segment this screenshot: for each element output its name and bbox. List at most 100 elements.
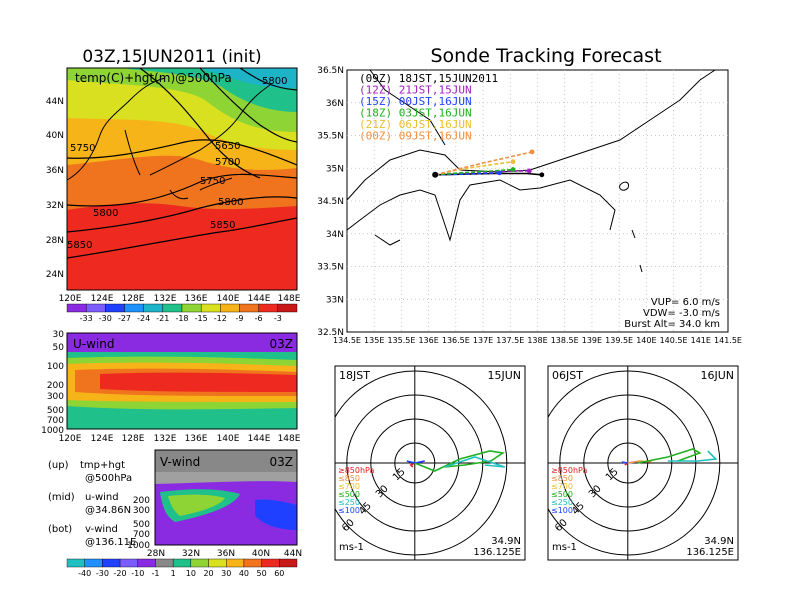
ascent-speed: VUP= 6.0 m/s — [651, 297, 720, 308]
note-text: tmp+hgt — [80, 460, 125, 471]
pressure-tick: 1000 — [41, 426, 64, 436]
lon-tick: 138.5E — [551, 336, 579, 345]
lat-tick: 34N — [326, 230, 344, 240]
colorbar-label: 10 — [186, 569, 196, 578]
colorbar-swatch — [220, 303, 240, 313]
lon-tick: 137E — [473, 336, 493, 345]
hodograph-lon: 136.125E — [473, 547, 521, 558]
pressure-tick: 700 — [47, 416, 64, 426]
note-tag: (up) — [48, 460, 69, 471]
pressure-tick: 300 — [47, 392, 64, 402]
u-wind-panel: U-wind 03Z 30 50 100 200 300 500 700 100… — [41, 330, 301, 444]
colorbar-swatch — [258, 303, 279, 313]
hodograph-time: 18JST — [339, 369, 370, 382]
hodograph-legend-entry: ≥850hPa — [551, 466, 588, 475]
lon-tick: 132E — [154, 294, 177, 304]
lat-tick: 32N — [182, 549, 200, 559]
colorbar-swatch — [155, 558, 174, 568]
colorbar-label: -12 — [214, 314, 227, 323]
hodograph-trace — [414, 450, 505, 472]
burst-altitude: Burst Alt= 34.0 km — [624, 319, 720, 330]
colorbar-swatch — [200, 303, 221, 313]
colorbar-label: -3 — [274, 314, 282, 323]
colorbar-label: 50 — [257, 569, 267, 578]
hodograph-lat: 34.9N — [704, 536, 734, 547]
pressure-tick: 1000 — [127, 541, 150, 551]
landing-point — [529, 149, 535, 155]
colorbar-swatch — [102, 558, 121, 568]
lon-tick: 135.5E — [387, 336, 415, 345]
lon-tick: 124E — [91, 294, 114, 304]
lon-tick: 120E — [59, 294, 82, 304]
hodograph-legend-entry: ≥850hPa — [338, 466, 375, 475]
contour-label: 5700 — [215, 157, 240, 168]
lon-tick: 148E — [278, 434, 301, 444]
colorbar-swatch — [84, 558, 103, 568]
colorbar-label: 40 — [239, 569, 249, 578]
contour-label: 5800 — [262, 76, 287, 87]
colorbar-swatch — [66, 558, 85, 568]
colorbar-swatch — [162, 303, 183, 313]
hodograph-lon: 136.125E — [686, 547, 734, 558]
colorbar-label: -30 — [99, 314, 112, 323]
hodograph-trace — [444, 456, 506, 468]
colorbar-swatch — [261, 558, 280, 568]
right-title: Sonde Tracking Forecast — [430, 45, 661, 67]
lon-tick: 128E — [122, 434, 145, 444]
track-legend-entry: (18Z) 03JST,16JUN — [359, 107, 472, 120]
lat-tick: 28N — [147, 549, 165, 559]
hodograph-legend-entry: ≤850 — [338, 474, 360, 483]
landing-point — [510, 167, 516, 172]
pressure-tick: 300 — [133, 506, 150, 516]
lon-tick: 139.5E — [605, 336, 633, 345]
lat-tick: 36N — [46, 166, 64, 176]
colorbar-swatch — [85, 303, 106, 313]
lon-tick: 124E — [91, 434, 114, 444]
colorbar-swatch — [277, 303, 298, 313]
lon-tick: 144E — [248, 294, 271, 304]
colorbar-swatch — [137, 558, 156, 568]
colorbar-swatch — [124, 303, 144, 313]
colorbar-label: -15 — [195, 314, 208, 323]
launch-point — [432, 171, 439, 178]
lon-tick: 138E — [527, 336, 547, 345]
u-wind-time: 03Z — [270, 337, 294, 351]
landing-point — [497, 170, 502, 176]
hodograph-legend-entry: ≤100 — [551, 506, 573, 515]
colorbar-label: 1 — [171, 569, 176, 578]
colorbar-label: -33 — [80, 314, 93, 323]
colorbar-swatch — [105, 303, 125, 313]
lat-tick: 40N — [252, 549, 270, 559]
lat-tick: 35.5N — [317, 132, 344, 142]
colorbar-swatch — [190, 558, 209, 568]
pressure-tick: 200 — [47, 381, 64, 391]
temp-height-map-panel: temp(C)+hgt(m)@500hPa 5800 5650 5700 575… — [46, 67, 301, 304]
lat-tick: 36N — [217, 549, 235, 559]
note-tag: (bot) — [48, 524, 72, 535]
lon-tick: 120E — [59, 434, 82, 444]
hodograph-legend-entry: ≤100 — [338, 506, 360, 515]
colorbar-label: -30 — [96, 569, 109, 578]
hodograph-legend-entry: ≤500 — [551, 490, 573, 499]
hodograph-unit: ms-1 — [552, 542, 577, 553]
note-text: u-wind — [85, 492, 119, 503]
colorbar-swatch — [172, 558, 192, 568]
contour-label: 5850 — [67, 240, 92, 251]
note-text: v-wind — [85, 524, 118, 535]
hodograph-date: 15JUN — [487, 369, 521, 382]
wind-colorbar — [66, 558, 298, 568]
hodograph-date: 16JUN — [700, 369, 734, 382]
lon-tick: 148E — [278, 294, 301, 304]
lon-tick: 144E — [248, 434, 271, 444]
colorbar-label: -9 — [236, 314, 244, 323]
track-legend-entry: (15Z) 00JST,16JUN — [359, 95, 472, 108]
track-legend-entry: (09Z) 18JST,15JUN2011 — [359, 72, 498, 85]
lon-tick: 140E — [217, 294, 240, 304]
lon-tick: 136E — [418, 336, 438, 345]
pressure-tick: 30 — [53, 330, 65, 340]
colorbar-swatch — [143, 303, 164, 313]
colorbar-swatch — [279, 558, 298, 568]
contour-label: 5750 — [200, 176, 225, 187]
lon-tick: 141E — [691, 336, 711, 345]
